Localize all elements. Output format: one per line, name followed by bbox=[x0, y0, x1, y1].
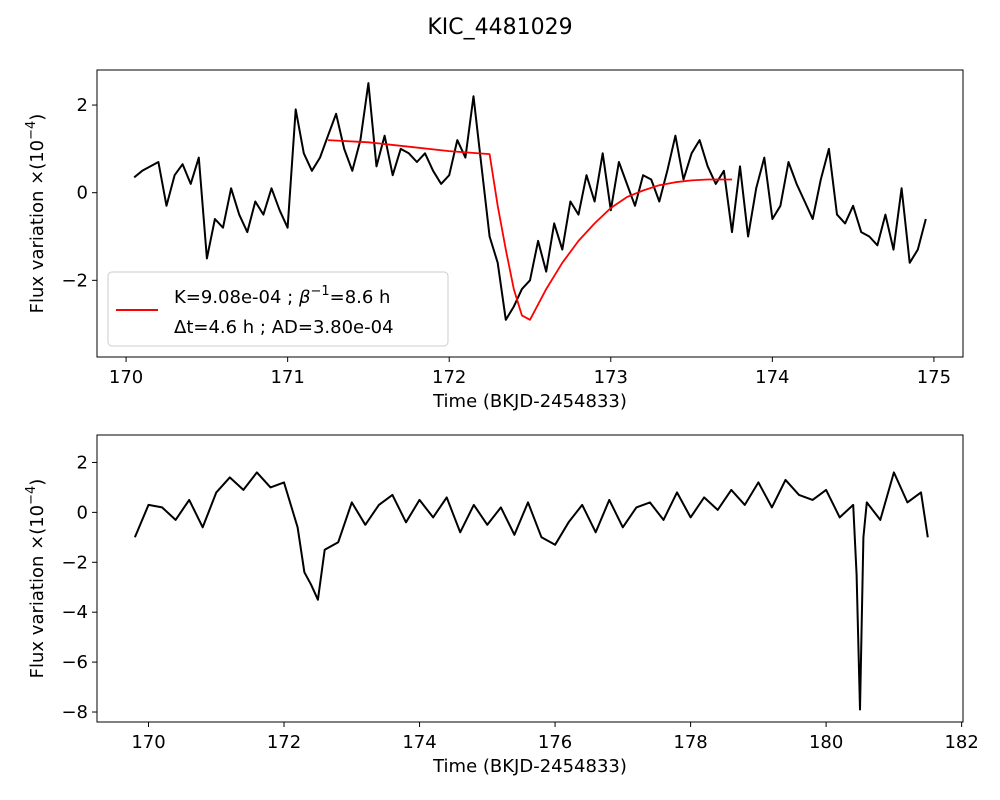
y-tick-label: −6 bbox=[61, 652, 88, 673]
fit-curve-line bbox=[327, 139, 732, 321]
legend-entry-line2: Δt=4.6 h ; AD=3.80e-04 bbox=[174, 317, 394, 338]
x-tick-label: 182 bbox=[944, 732, 978, 753]
x-tick-label: 180 bbox=[809, 732, 843, 753]
plot-frame-top bbox=[96, 69, 964, 358]
chart-top: 170 171 172 173 174 175 −2 0 2 Time (BKJD-24548… bbox=[24, 69, 964, 412]
y-tick-label: 2 bbox=[77, 452, 88, 473]
x-axis-label-top: Time (BKJD-2454833) bbox=[432, 391, 627, 412]
plot-frame-bottom bbox=[96, 434, 964, 723]
flux-series-line bbox=[133, 82, 927, 321]
x-tick-label: 174 bbox=[402, 732, 436, 753]
y-tick-label: 0 bbox=[77, 502, 88, 523]
y-axis-label-top: Flux variation ×(10−4) bbox=[24, 114, 48, 314]
legend-box bbox=[107, 271, 449, 347]
x-axis-bottom: 170 172 174 176 178 180 182 bbox=[131, 722, 979, 753]
y-tick-label: 2 bbox=[77, 95, 88, 116]
series-group-bottom bbox=[133, 471, 929, 711]
x-tick-label: 171 bbox=[270, 367, 304, 388]
y-tick-label: −2 bbox=[61, 552, 88, 573]
y-tick-label: −4 bbox=[61, 602, 88, 623]
x-tick-label: 170 bbox=[109, 367, 143, 388]
x-tick-label: 170 bbox=[131, 732, 165, 753]
figure-title: KIC_4481029 bbox=[427, 15, 572, 40]
x-tick-label: 172 bbox=[432, 367, 466, 388]
x-tick-label: 174 bbox=[755, 367, 789, 388]
y-tick-label: 0 bbox=[77, 183, 88, 204]
y-axis-label-bottom: Flux variation ×(10−4) bbox=[24, 479, 48, 679]
y-tick-label: −8 bbox=[61, 702, 88, 723]
legend-entry-line1: K=9.08e-04 ; β−1=8.6 h bbox=[174, 284, 390, 308]
y-axis-top: −2 0 2 bbox=[61, 95, 97, 291]
x-tick-label: 176 bbox=[538, 732, 572, 753]
series-group-top bbox=[133, 82, 927, 321]
chart-bottom: 170 172 174 176 178 180 182 −8 −6 −4 −2 0 2 Time (B… bbox=[24, 434, 979, 777]
legend: K=9.08e-04 ; β−1=8.6 h Δt=4.6 h ; AD=3.8… bbox=[107, 271, 449, 347]
x-axis-top: 170 171 172 173 174 175 bbox=[109, 357, 951, 388]
x-tick-label: 172 bbox=[267, 732, 301, 753]
x-tick-label: 173 bbox=[594, 367, 628, 388]
y-axis-bottom: −8 −6 −4 −2 0 2 bbox=[61, 452, 97, 723]
x-axis-label-bottom: Time (BKJD-2454833) bbox=[432, 756, 627, 777]
flux-series-line bbox=[133, 471, 929, 711]
x-tick-label: 175 bbox=[917, 367, 951, 388]
y-tick-label: −2 bbox=[61, 270, 88, 291]
x-tick-label: 178 bbox=[673, 732, 707, 753]
